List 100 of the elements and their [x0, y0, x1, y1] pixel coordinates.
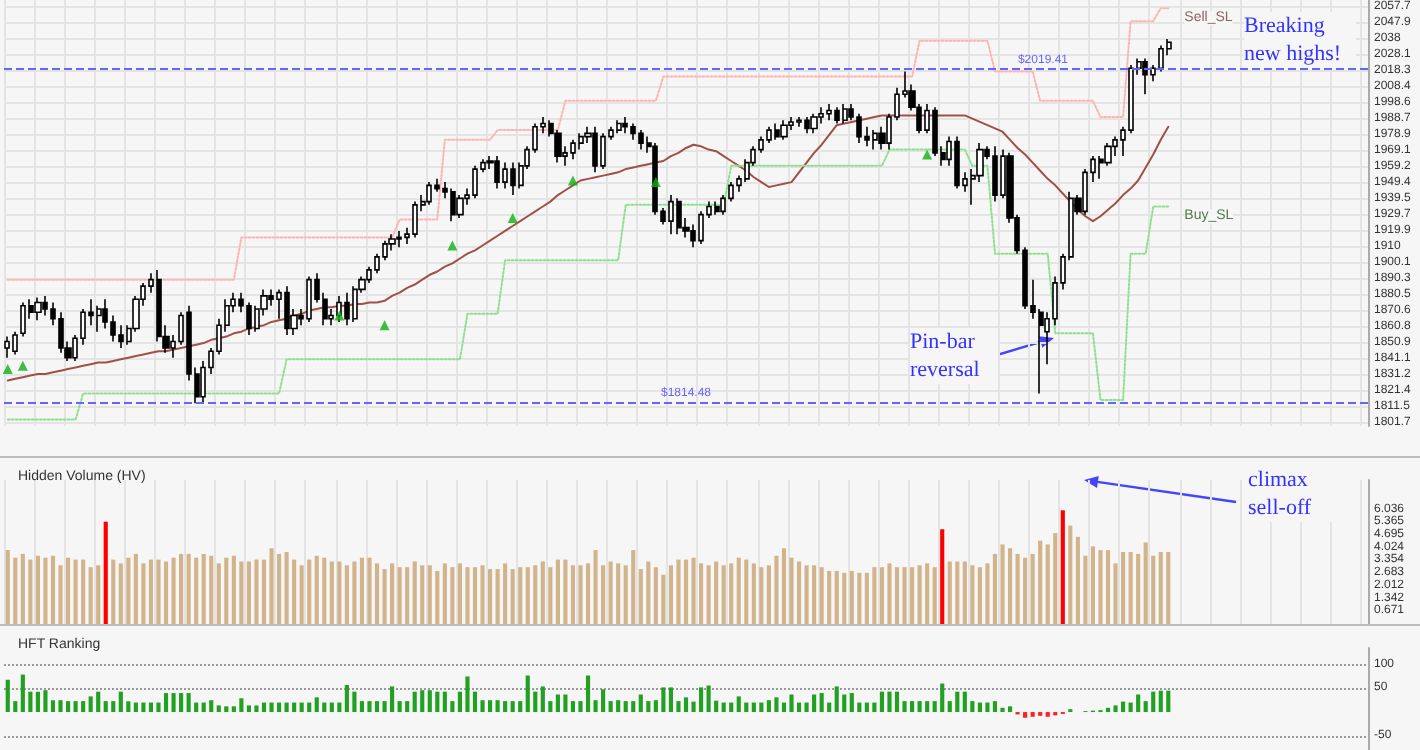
bar: [729, 702, 734, 713]
candlestick: [472, 165, 478, 200]
bar: [480, 700, 485, 713]
bar: [148, 702, 154, 713]
bar: [751, 563, 756, 624]
bar: [412, 691, 417, 713]
bar: [307, 702, 312, 713]
bar: [81, 559, 86, 624]
bar: [292, 559, 297, 624]
bar: [804, 702, 809, 713]
candlestick: [616, 119, 622, 135]
bar: [631, 701, 636, 713]
bar: [1113, 705, 1118, 713]
bar: [96, 565, 101, 624]
candlestick: [388, 233, 396, 252]
bar: [261, 702, 267, 713]
bar: [1121, 701, 1126, 713]
bar: [148, 559, 154, 624]
bar: [397, 701, 402, 713]
bar: [50, 555, 56, 624]
bar: [985, 702, 990, 713]
bar: [894, 567, 900, 624]
bar: [563, 559, 568, 624]
candlestick: [834, 106, 840, 125]
candlestick: [842, 103, 848, 125]
bar: [872, 702, 877, 713]
bar: [322, 557, 327, 624]
bar: [1007, 548, 1013, 624]
bar: [246, 561, 251, 624]
bar: [661, 574, 666, 624]
bar: [872, 567, 877, 624]
bar: [171, 693, 176, 713]
bar: [570, 565, 576, 624]
bar: [699, 563, 704, 624]
bar: [812, 565, 817, 624]
bar: [465, 676, 470, 713]
bar: [359, 557, 365, 624]
bar: [910, 701, 915, 713]
bar: [314, 555, 319, 624]
bar: [1000, 707, 1005, 713]
bar: [194, 557, 199, 624]
bar: [20, 553, 25, 624]
bar: [970, 565, 975, 624]
bar: [231, 706, 236, 713]
bar: [729, 563, 734, 624]
bar: [427, 565, 432, 624]
bar: [925, 563, 930, 624]
bar: [864, 702, 869, 713]
bar: [269, 548, 274, 624]
bar: [540, 561, 545, 624]
bar: [1128, 702, 1133, 713]
bar: [254, 705, 259, 713]
bar: [239, 561, 244, 624]
bar: [329, 702, 334, 713]
bar: [495, 569, 500, 624]
bar: [292, 702, 297, 713]
bar: [1158, 552, 1163, 624]
candlestick: [1158, 44, 1164, 73]
candlestick: [1142, 57, 1148, 96]
bar: [932, 567, 937, 624]
bar: [141, 702, 146, 713]
bar: [201, 553, 206, 624]
bar: [849, 570, 854, 624]
bar: [133, 702, 138, 713]
bar: [103, 521, 108, 624]
bar: [940, 683, 945, 713]
bar: [35, 555, 40, 624]
bar: [352, 691, 357, 713]
bar: [442, 563, 447, 624]
candlestick: [456, 194, 464, 219]
bar: [955, 691, 960, 713]
bar: [28, 559, 33, 624]
bar: [812, 694, 817, 713]
bar: [518, 701, 523, 713]
bar: [126, 557, 131, 624]
bar: [171, 557, 176, 624]
candlestick: [668, 194, 674, 235]
bar: [1166, 690, 1171, 713]
bar: [548, 567, 553, 624]
bar: [201, 702, 206, 713]
bar: [646, 561, 651, 624]
bar: [111, 701, 116, 713]
bar: [35, 691, 40, 713]
candlestick: [96, 304, 102, 333]
bar: [653, 567, 658, 624]
bar: [819, 567, 824, 624]
candlestick: [246, 301, 252, 336]
bar: [827, 570, 832, 624]
bar: [947, 561, 952, 624]
bar: [578, 565, 583, 624]
bar: [1000, 544, 1005, 624]
bar: [163, 561, 169, 624]
bar: [5, 550, 10, 624]
bar: [1023, 557, 1028, 624]
candlestick: [622, 116, 628, 135]
bar: [925, 701, 930, 713]
bar: [721, 565, 726, 624]
candlestick: [818, 106, 824, 125]
bar: [344, 685, 349, 713]
bar: [367, 701, 372, 713]
